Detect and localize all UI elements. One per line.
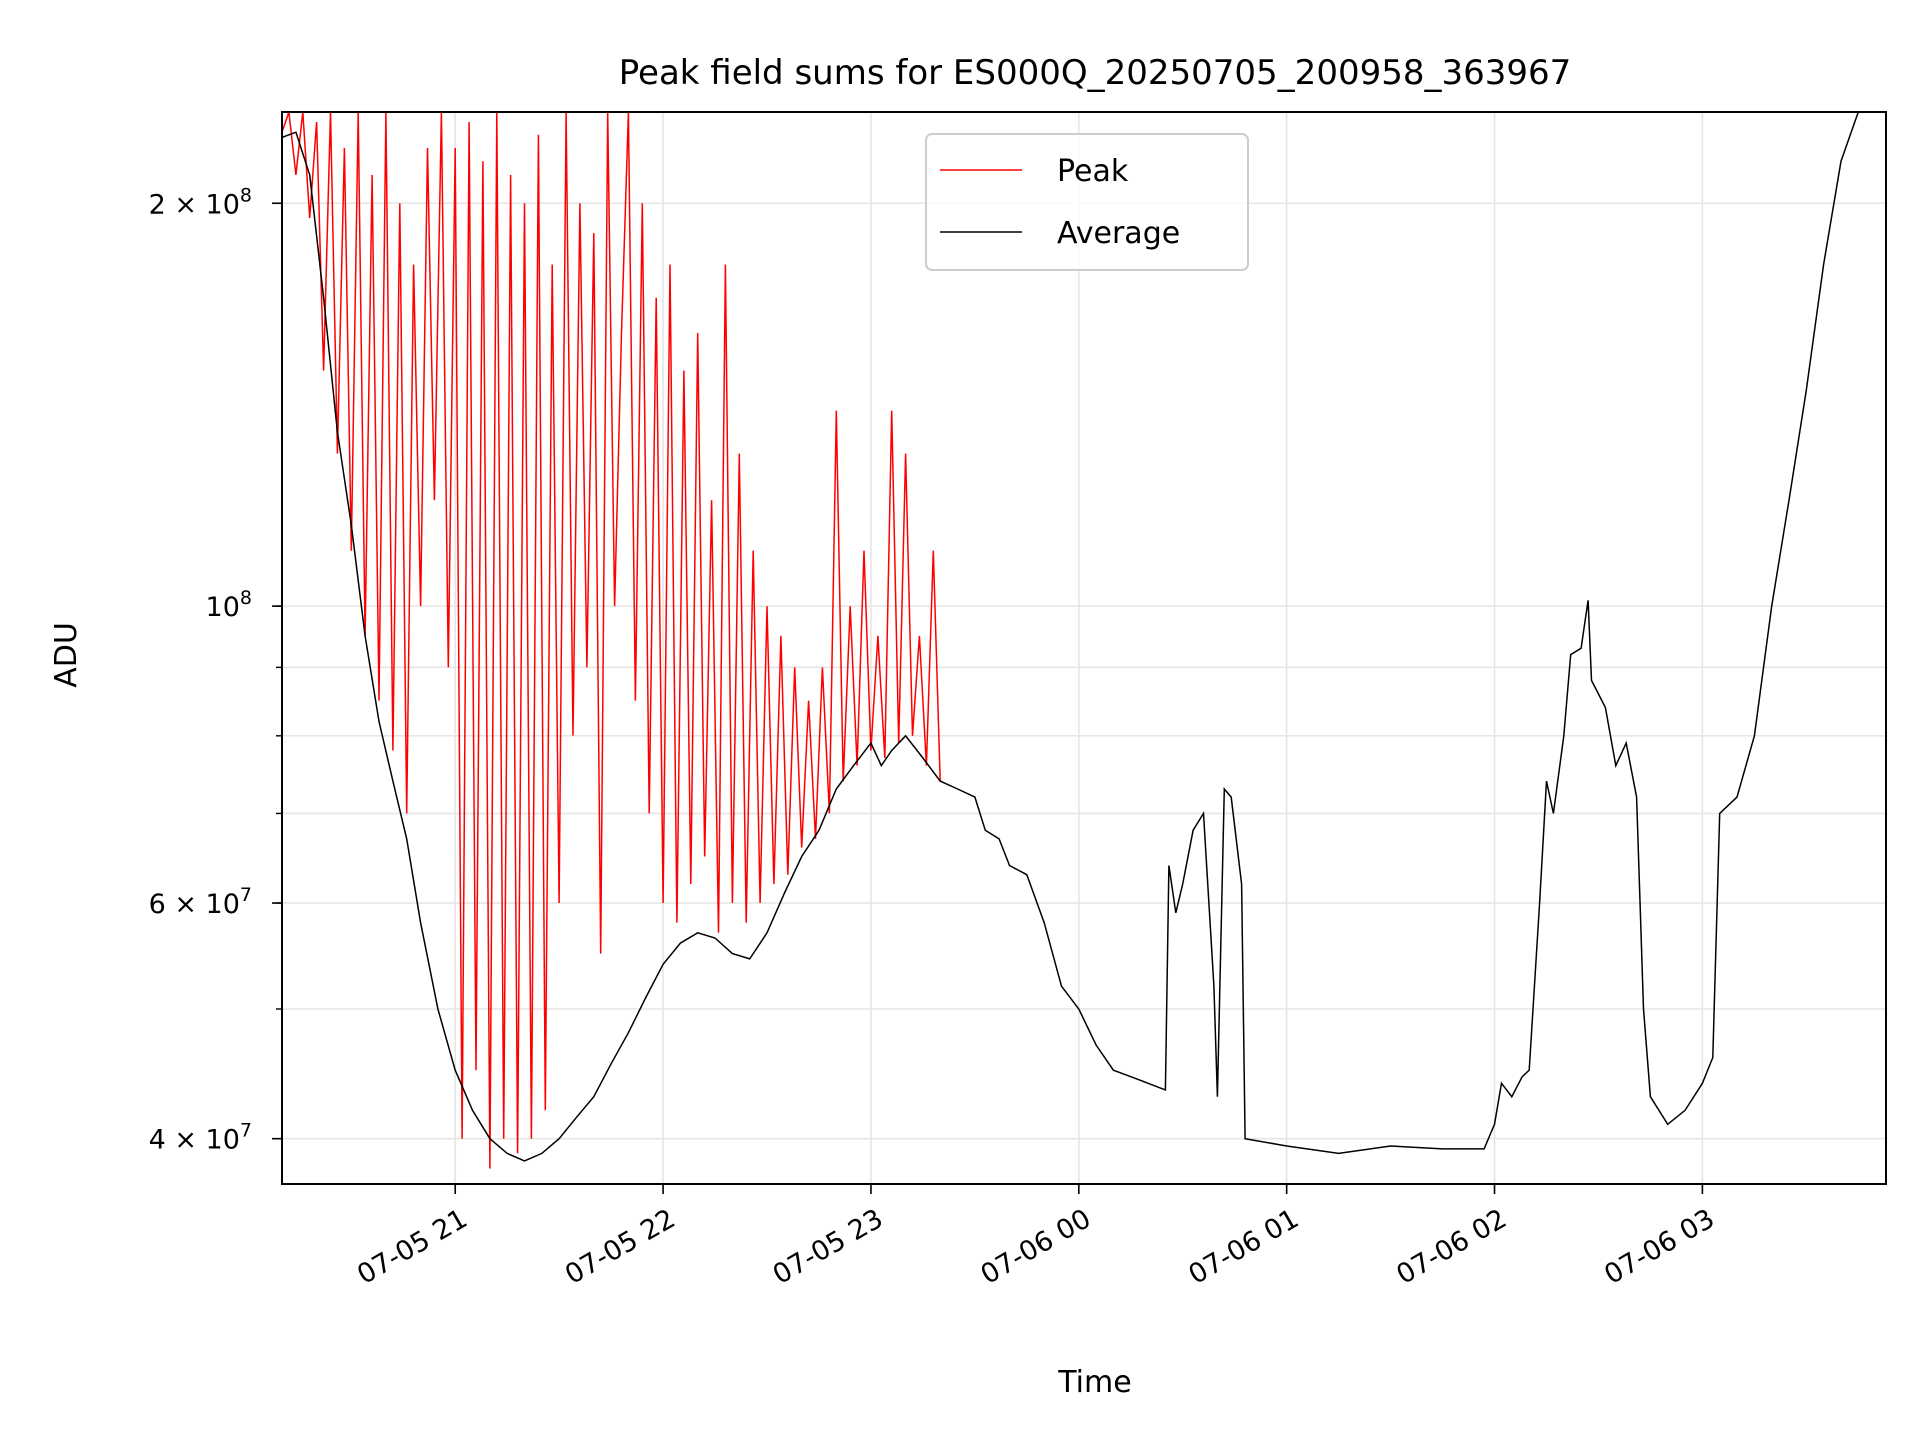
grid [282,112,1886,1184]
series-line-peak [282,112,941,1169]
x-axis-label: Time [1057,1365,1131,1400]
y-tick-label: 108 [206,587,252,623]
y-tick-label: 2 × 108 [149,184,252,220]
legend-average-label: Average [1057,216,1180,251]
plot-frame [281,111,1887,1185]
chart-title: Peak field sums for ES000Q_20250705_2009… [619,53,1572,93]
legend: Peak Average [925,133,1249,271]
y-axis-label: ADU [49,622,84,688]
series-layer [282,112,1886,1169]
y-tick-label: 6 × 107 [149,884,252,920]
series-line-average [282,112,1886,1162]
y-tick-label: 4 × 107 [149,1120,252,1156]
legend-peak-label: Peak [1057,154,1129,189]
legend-box [925,133,1249,271]
